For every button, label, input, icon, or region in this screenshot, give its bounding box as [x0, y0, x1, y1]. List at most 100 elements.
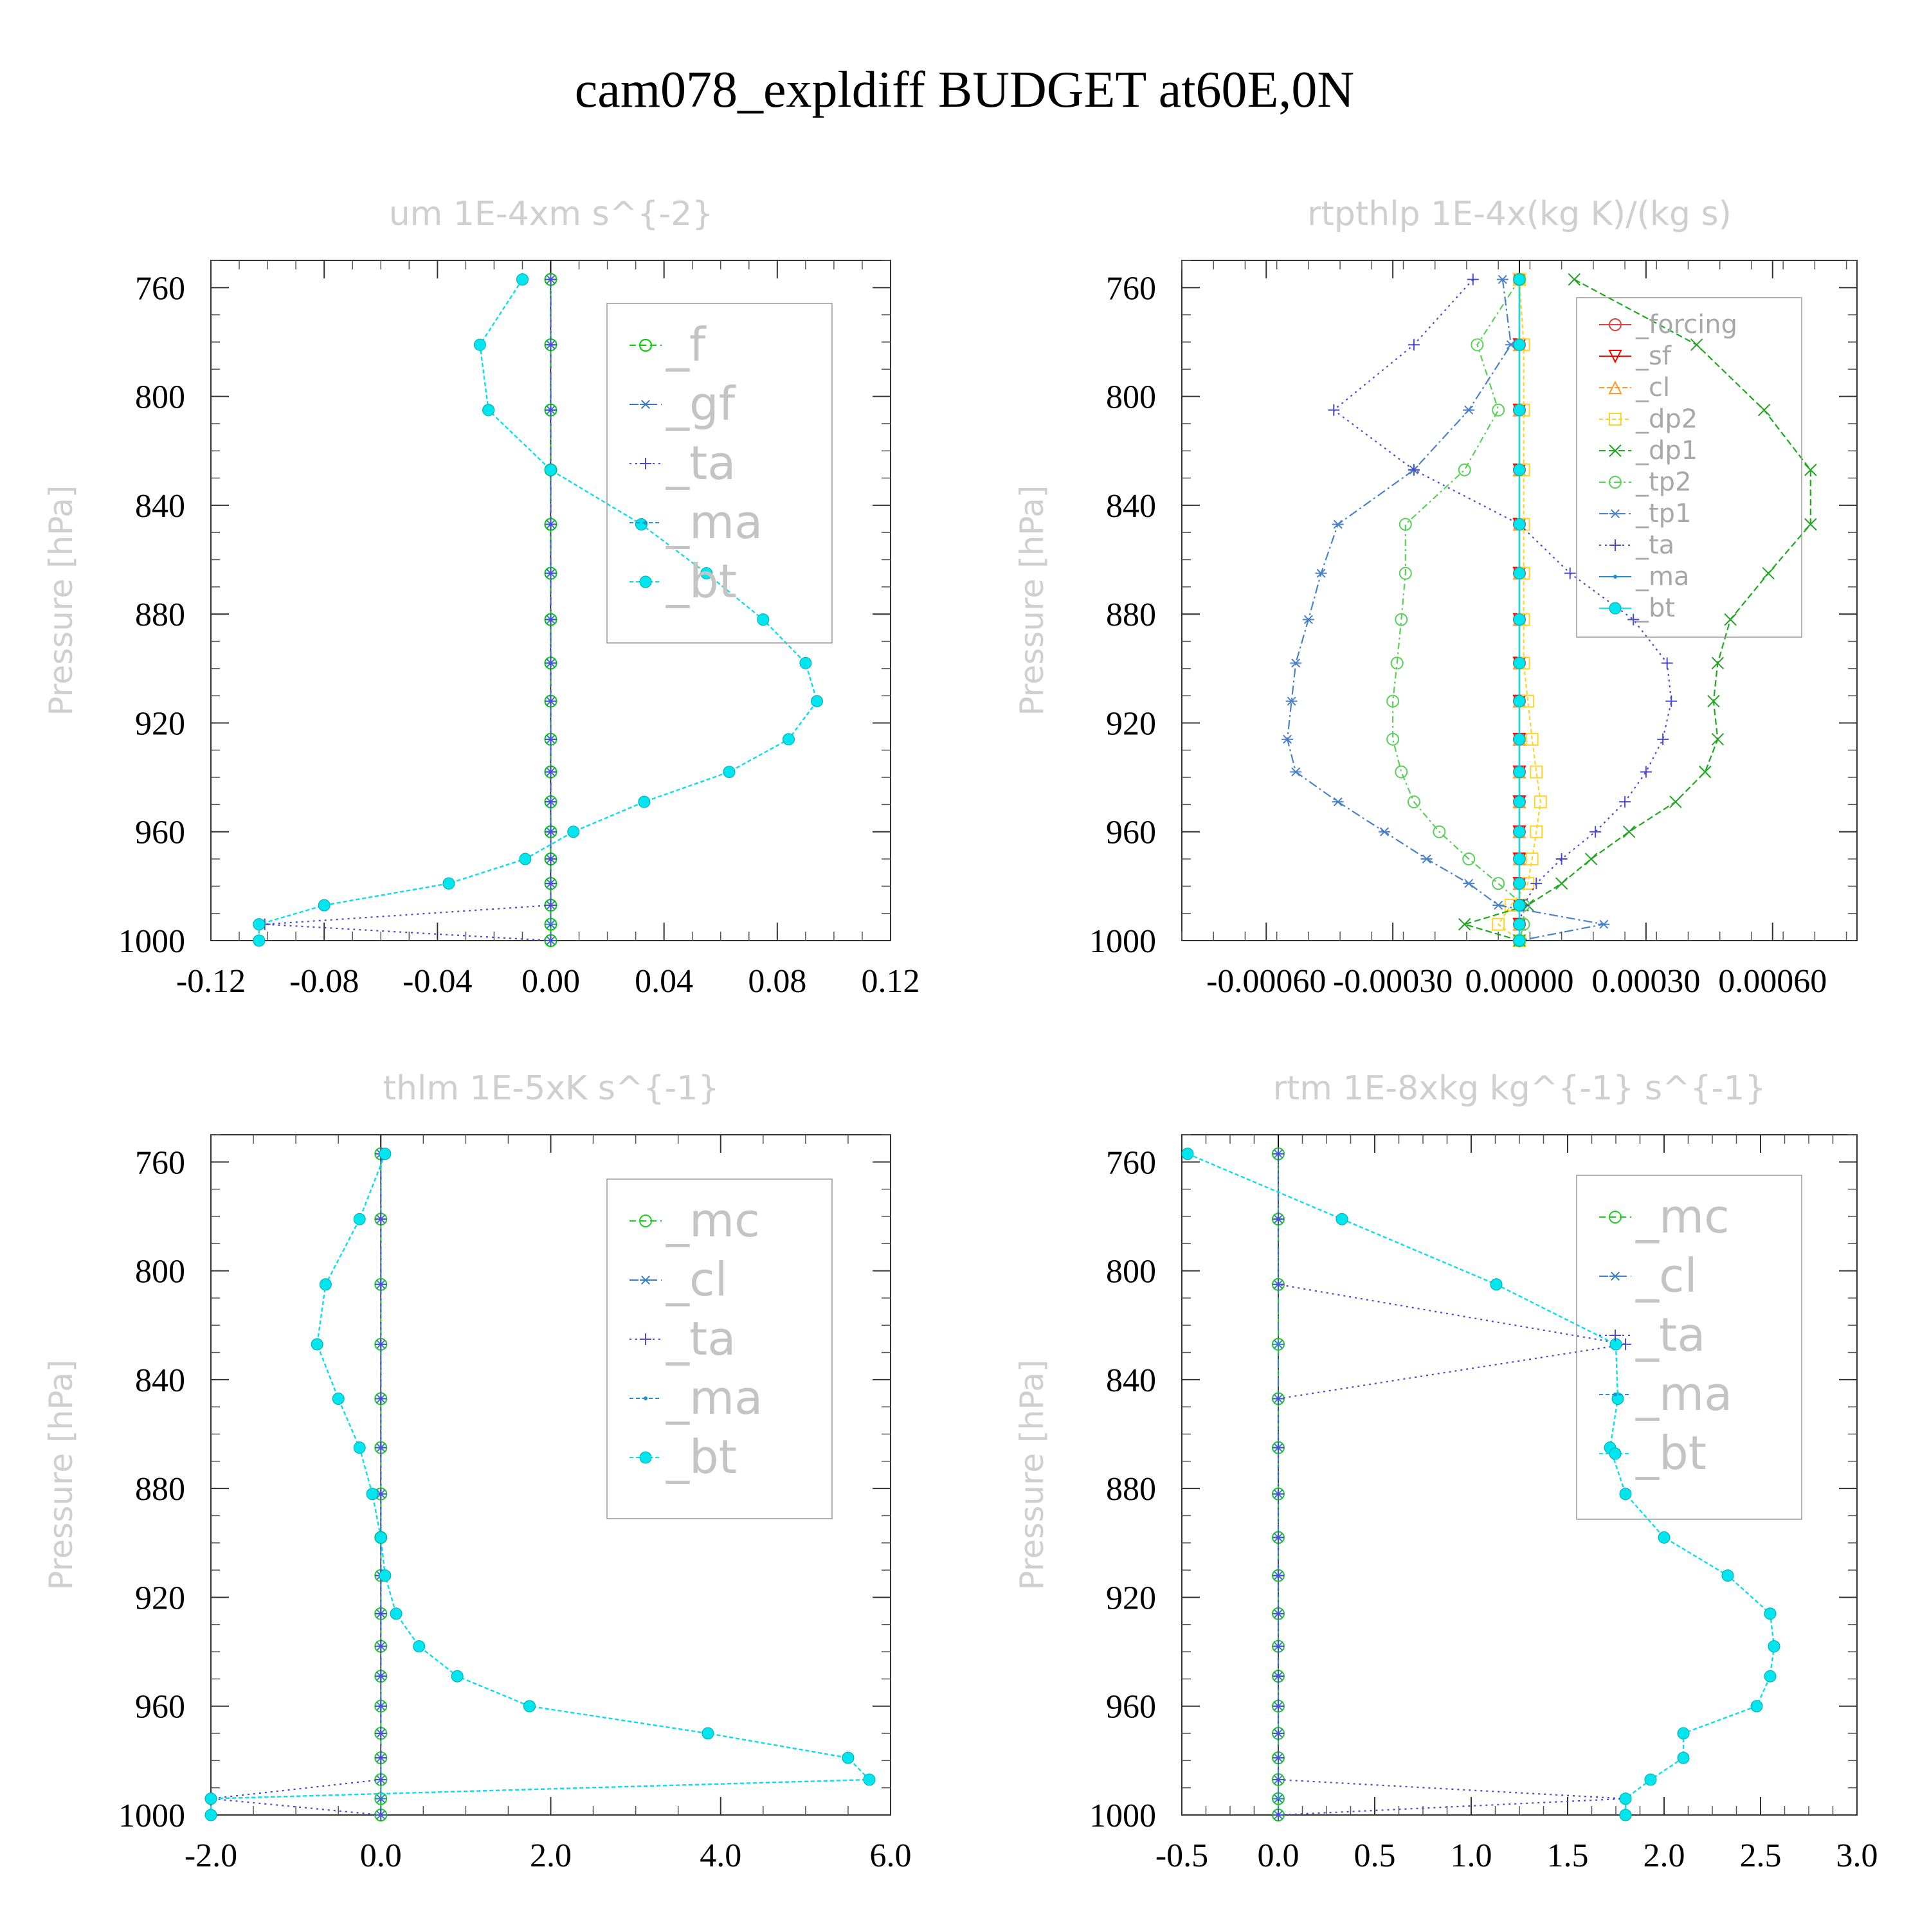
y-tick-label: 920 — [135, 705, 185, 742]
data-point — [702, 1727, 714, 1740]
data-point — [1471, 338, 1484, 352]
legend-box — [1576, 1175, 1802, 1520]
x-tick-label: 2.0 — [1644, 1837, 1685, 1874]
data-point — [253, 934, 266, 947]
data-point — [375, 1278, 387, 1290]
series-line — [210, 1153, 382, 1816]
legend-label: _ma — [1635, 562, 1689, 591]
legend-marker — [1609, 413, 1622, 426]
data-point — [1513, 464, 1526, 476]
minor-ticks — [210, 1134, 891, 1816]
x-tick-label: -0.08 — [289, 963, 359, 1000]
y-tick-label: 800 — [135, 379, 185, 416]
data-point — [451, 1670, 464, 1683]
legend-label: _mc — [1635, 1189, 1730, 1243]
series-line — [1392, 279, 1525, 941]
data-point — [332, 1393, 345, 1405]
data-point — [1589, 826, 1602, 838]
legend-marker — [1608, 380, 1622, 394]
data-point — [1513, 877, 1526, 890]
legend-marker — [1613, 1393, 1617, 1396]
data-point — [1272, 1794, 1284, 1803]
data-point — [810, 695, 823, 708]
data-point — [545, 404, 557, 416]
data-point — [523, 1700, 536, 1713]
legend: _forcing_sf_cl_dp2_dp1_tp2_tp1_ta_ma_bt — [1576, 297, 1802, 638]
series-line — [258, 279, 818, 941]
x-tick-label: -2.0 — [185, 1837, 237, 1874]
legend-item: _ta — [629, 436, 736, 490]
data-point — [545, 733, 557, 745]
series-line — [1462, 278, 1811, 942]
legend: _mc_cl _ta_ma_bt — [606, 1178, 833, 1519]
data-point — [1513, 934, 1526, 947]
panel-2: rtpthlp 1E-4x(kg K)/(kg s) Pressure [hPa]… — [1013, 195, 1858, 1000]
data-point — [379, 1569, 392, 1582]
data-point — [1513, 613, 1526, 626]
legend-item: _bt — [629, 554, 737, 608]
data-point — [375, 1607, 387, 1620]
y-tick-label: 920 — [1106, 1580, 1156, 1616]
data-point — [390, 1607, 403, 1620]
data-point — [545, 878, 557, 890]
data-point — [1513, 273, 1526, 286]
data-point — [1407, 795, 1420, 809]
data-point — [1272, 1278, 1284, 1290]
legend-box — [606, 1178, 833, 1519]
data-point — [1463, 879, 1475, 889]
data-point — [1458, 917, 1471, 931]
panel-3: thlm 1E-5xK s^{-1} Pressure [hPa] 760 800 84… — [42, 1069, 912, 1874]
data-point — [253, 918, 266, 931]
data-point — [1513, 853, 1526, 865]
legend-marker — [1609, 1211, 1622, 1223]
data-point — [1513, 918, 1526, 931]
data-point — [545, 695, 557, 707]
series-ta — [1328, 273, 1678, 946]
data-point — [545, 518, 557, 530]
data-point — [1408, 464, 1420, 476]
data-point — [1399, 518, 1412, 531]
x-tick-label: 0.00060 — [1718, 963, 1827, 1000]
data-point — [353, 1441, 366, 1454]
x-tick-label: 0.0 — [1258, 1837, 1300, 1874]
data-point — [473, 338, 486, 351]
data-point — [1564, 567, 1576, 579]
panel-4: rtm 1E-8xkg kg^{-1} s^{-1} Pressure [hPa]… — [1013, 1069, 1878, 1874]
data-point — [1707, 694, 1720, 708]
data-point — [1395, 613, 1408, 626]
y-axis-label: Pressure [hPa] — [42, 1360, 80, 1591]
legend-label: _mc — [666, 1193, 760, 1247]
x-tick-label: -0.12 — [176, 963, 246, 1000]
legend-marker — [640, 1333, 651, 1345]
data-point — [545, 567, 557, 579]
legend-item: _cl — [629, 1252, 728, 1306]
y-tick-label: 1000 — [118, 923, 185, 960]
data-point — [1530, 765, 1543, 779]
data-point — [311, 1338, 323, 1351]
legend-label: _dp1 — [1635, 436, 1698, 465]
legend-item: _bt — [1599, 1426, 1707, 1480]
data-point — [1315, 568, 1327, 578]
legend-label: _ta — [1635, 1308, 1705, 1362]
data-point — [204, 1809, 217, 1821]
data-point — [1272, 1773, 1284, 1785]
data-point — [1272, 1393, 1284, 1405]
data-point — [1290, 767, 1302, 777]
data-point — [1677, 1751, 1690, 1764]
data-point — [375, 1393, 387, 1405]
x-tick-label: 2.5 — [1740, 1837, 1782, 1874]
x-tick-label: 3.0 — [1836, 1837, 1878, 1874]
y-tick-label: 880 — [135, 1471, 185, 1508]
data-point — [1463, 405, 1475, 415]
data-point — [375, 1794, 387, 1803]
legend-label: _ma — [666, 1371, 763, 1425]
series-line — [1187, 1153, 1775, 1815]
legend-item: _mc — [629, 1193, 760, 1247]
figure-title: cam078_expldiff BUDGET at60E,0N — [574, 62, 1355, 118]
legend-item: _sf — [1599, 341, 1672, 371]
x-tick-label: 2.0 — [530, 1837, 572, 1874]
data-point — [1272, 1531, 1284, 1544]
data-point — [1530, 825, 1543, 838]
data-point — [1328, 404, 1340, 416]
